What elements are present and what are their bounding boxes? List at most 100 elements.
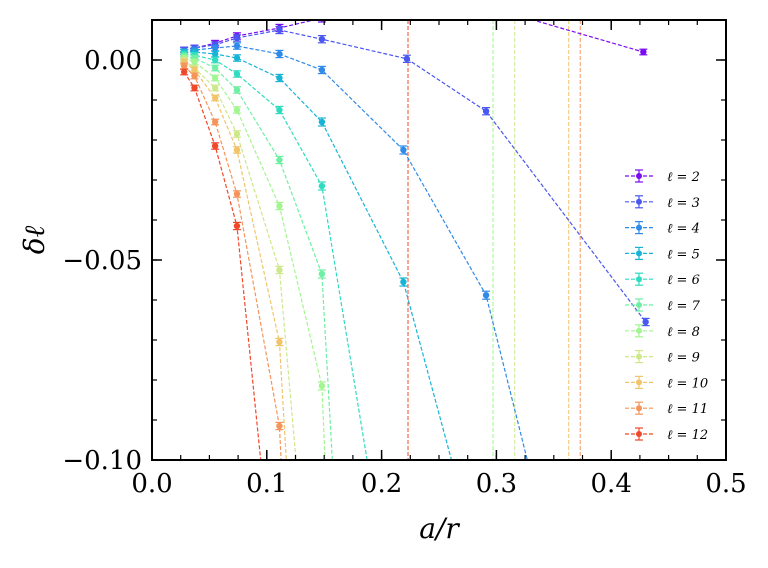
legend-label: ℓ = 6 <box>667 273 700 288</box>
series-line <box>184 29 647 323</box>
legend-label: ℓ = 12 <box>667 428 708 443</box>
x-tick-label: 0.2 <box>361 469 402 499</box>
data-point <box>642 318 649 326</box>
legend-swatch-marker <box>636 379 642 386</box>
data-point <box>180 62 188 70</box>
series-line <box>183 71 262 460</box>
data-point <box>233 54 241 62</box>
series-line <box>183 61 287 460</box>
data-point <box>211 74 219 82</box>
data-point <box>233 222 241 230</box>
legend-entry: ℓ = 7 <box>625 298 701 314</box>
legend-label: ℓ = 4 <box>667 222 700 237</box>
legend-entry: ℓ = 4 <box>625 221 700 237</box>
data-point <box>489 5 495 11</box>
data-point <box>404 1 410 7</box>
data-point <box>211 44 219 52</box>
data-point <box>191 58 198 66</box>
data-point <box>318 66 326 74</box>
series-12 <box>180 68 262 460</box>
legend-label: ℓ = 7 <box>667 299 701 314</box>
data-point <box>233 130 241 138</box>
legend-swatch-marker <box>636 198 642 205</box>
data-point <box>276 156 283 164</box>
legend-swatch-marker <box>636 276 642 283</box>
legend-swatch-marker <box>636 431 642 437</box>
data-point <box>276 422 283 430</box>
legend-entry: ℓ = 5 <box>625 246 700 262</box>
series-2 <box>180 1 648 56</box>
data-point <box>211 50 219 58</box>
series-line <box>184 45 528 460</box>
series-layer <box>180 1 650 460</box>
y-tick-label: −0.05 <box>62 246 142 276</box>
data-point <box>400 278 407 286</box>
legend-swatch-marker <box>636 353 642 360</box>
data-point <box>233 42 241 50</box>
data-point <box>233 86 241 94</box>
data-point <box>211 64 219 72</box>
data-point <box>276 338 283 346</box>
x-axis-title: a/r <box>419 512 460 545</box>
legend-entry: ℓ = 9 <box>625 350 700 366</box>
x-tick-label: 0.4 <box>591 469 632 499</box>
legend-label: ℓ = 5 <box>667 247 700 262</box>
legend-label: ℓ = 3 <box>667 196 700 211</box>
data-point <box>482 108 490 115</box>
series-3 <box>180 25 650 327</box>
legend-label: ℓ = 2 <box>667 170 700 185</box>
y-tick-label: 0.00 <box>84 46 142 76</box>
data-point <box>318 118 326 126</box>
series-6 <box>180 50 368 460</box>
data-point <box>640 48 647 56</box>
data-point <box>211 94 219 102</box>
series-line <box>184 20 644 53</box>
legend-label: ℓ = 10 <box>667 376 708 391</box>
legend-swatch-marker <box>636 224 642 231</box>
data-point <box>276 106 283 114</box>
legend-label: ℓ = 11 <box>667 402 708 417</box>
legend-entry: ℓ = 10 <box>625 375 708 391</box>
legend-swatch-marker <box>636 173 642 179</box>
data-point <box>318 382 326 390</box>
data-point <box>276 266 283 274</box>
legend: ℓ = 2 ℓ = 3 ℓ = 4 ℓ = 5 ℓ = 6 ℓ = 7 ℓ = 8 ℓ = 9… <box>625 169 708 443</box>
legend-entry: ℓ = 11 <box>625 401 708 417</box>
legend-entry: ℓ = 12 <box>625 427 708 443</box>
series-10 <box>180 58 287 460</box>
data-point <box>400 146 407 154</box>
data-point <box>191 66 198 74</box>
data-point <box>211 118 219 126</box>
series-line <box>184 51 453 460</box>
data-point <box>318 182 326 190</box>
data-point <box>233 70 241 78</box>
axis-tick-labels: 0.0 0.1 0.2 0.3 0.4 0.5 0.00 −0.05 −0.10 <box>62 46 746 499</box>
data-point <box>211 56 219 64</box>
series-line <box>183 57 326 460</box>
series-line <box>183 59 297 460</box>
series-7 <box>180 52 333 460</box>
data-point <box>211 84 219 92</box>
data-point <box>318 36 326 43</box>
data-point <box>276 26 283 34</box>
data-point <box>276 74 283 82</box>
data-point <box>276 50 283 58</box>
axis-ticks <box>151 19 727 461</box>
legend-swatch-marker <box>636 327 642 334</box>
legend-label: ℓ = 9 <box>667 351 700 366</box>
vertical-reference-lines <box>407 20 581 460</box>
x-tick-label: 0.0 <box>131 469 172 499</box>
series-line <box>184 55 333 460</box>
data-point <box>403 55 411 62</box>
legend-swatch-marker <box>636 302 642 308</box>
data-point <box>233 190 241 198</box>
legend-entry: ℓ = 8 <box>625 324 700 340</box>
series-9 <box>180 56 297 460</box>
data-point <box>276 202 283 210</box>
legend-swatch-marker <box>636 250 642 257</box>
data-point <box>191 72 198 80</box>
x-tick-label: 0.3 <box>476 469 517 499</box>
data-point <box>191 84 198 92</box>
data-point <box>482 292 490 299</box>
data-point <box>233 106 241 114</box>
